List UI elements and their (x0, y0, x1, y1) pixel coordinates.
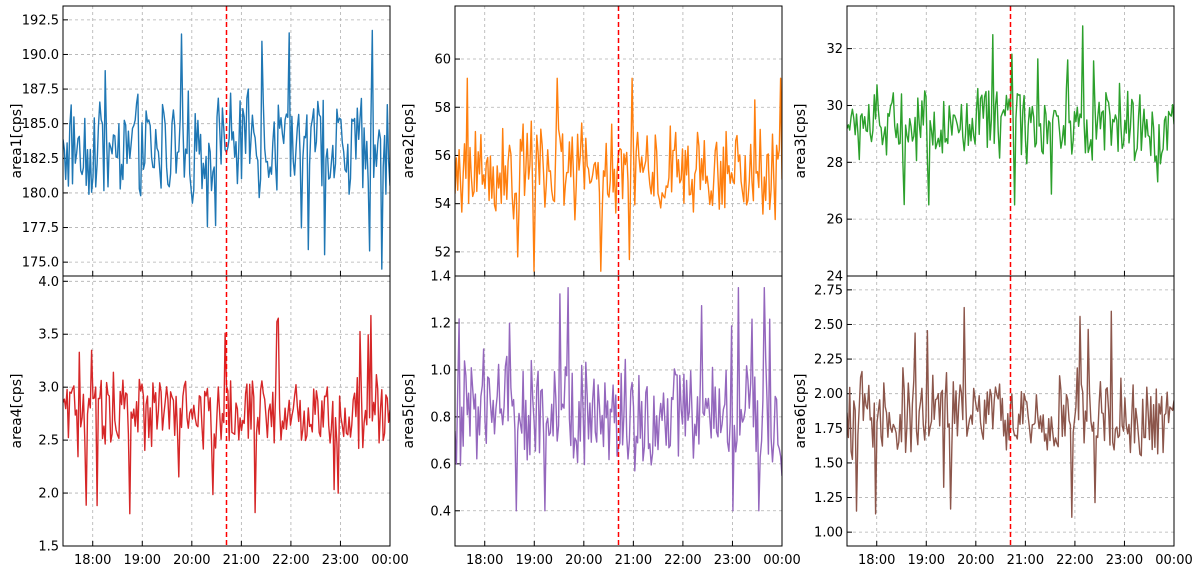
y-tick-label: 1.00 (814, 526, 843, 541)
x-tick-label: 23:00 (1106, 553, 1143, 568)
panel-5: 0.4 0.6 0.8 1.0 1.2 1.4 18:00 19:00 20:00 21:00 22… (401, 270, 801, 569)
y-tick-label: 1.50 (814, 456, 843, 471)
x-tick-label: 00:00 (1155, 553, 1192, 568)
axes-frame (846, 275, 1175, 547)
y-tick-label: 0.6 (430, 457, 451, 472)
y-tick-label: 187.5 (22, 83, 59, 98)
panel-2: 52 54 56 58 60 area2[cps] (401, 5, 783, 277)
x-tick-label: 19:00 (124, 553, 161, 568)
x-tick-label: 20:00 (957, 553, 994, 568)
panel-1: 175.0 177.5 180.0 182.5 185.0 187.5 190.0 192.5… (9, 5, 391, 277)
y-tick-label: 30 (826, 99, 843, 114)
y-tick-label: 2.0 (38, 487, 59, 502)
x-tick-label: 22:00 (272, 553, 309, 568)
x-tick-label: 21:00 (1007, 553, 1044, 568)
y-axis-label: area3[cps] (793, 104, 809, 179)
y-axis-label: area5[cps] (401, 374, 417, 449)
y-tick-label: 2.50 (814, 318, 843, 333)
y-tick-label: 0.4 (430, 504, 451, 519)
y-tick-label: 0.8 (430, 410, 451, 425)
y-tick-label: 192.5 (22, 13, 59, 28)
y-tick-label: 32 (826, 42, 843, 57)
x-tick-label: 20:00 (565, 553, 602, 568)
y-tick-label: 2.5 (38, 434, 59, 449)
y-tick-label: 1.4 (430, 270, 451, 285)
y-tick-label: 24 (826, 270, 843, 285)
x-tick-label: 18:00 (74, 553, 111, 568)
y-axis-label: area4[cps] (9, 374, 25, 449)
y-axis-label: area2[cps] (401, 104, 417, 179)
x-tick-label: 00:00 (763, 553, 800, 568)
x-tick-label: 22:00 (664, 553, 701, 568)
y-tick-label: 2.75 (814, 283, 843, 298)
x-tick-label: 19:00 (908, 553, 945, 568)
x-tick-label: 18:00 (466, 553, 503, 568)
y-tick-label: 4.0 (38, 275, 59, 290)
y-axis-label: area6[cps] (793, 374, 809, 449)
y-tick-label: 2.00 (814, 387, 843, 402)
y-tick-label: 3.5 (38, 328, 59, 343)
y-tick-label: 1.2 (430, 316, 451, 331)
y-tick-label: 2.25 (814, 353, 843, 368)
y-tick-label: 185.0 (22, 117, 59, 132)
x-tick-label: 22:00 (1056, 553, 1093, 568)
panel-3: 24 26 28 30 32 area3[cps] (793, 5, 1175, 285)
y-tick-label: 26 (826, 213, 843, 228)
axes-frame (62, 275, 391, 547)
y-tick-label: 177.5 (22, 221, 59, 236)
y-tick-label: 56 (434, 149, 451, 164)
y-axis-label: area1[cps] (9, 104, 25, 179)
y-tick-label: 182.5 (22, 152, 59, 167)
y-tick-label: 1.0 (430, 363, 451, 378)
y-tick-label: 54 (434, 197, 451, 212)
x-tick-label: 23:00 (714, 553, 751, 568)
y-tick-label: 190.0 (22, 48, 59, 63)
y-tick-label: 175.0 (22, 256, 59, 271)
y-tick-label: 1.25 (814, 491, 843, 506)
y-tick-label: 3.0 (38, 381, 59, 396)
x-tick-label: 19:00 (516, 553, 553, 568)
panel-6: 1.00 1.25 1.50 1.75 2.00 2.25 2.50 2.75 18:00 19:… (793, 275, 1193, 568)
x-tick-label: 21:00 (615, 553, 652, 568)
x-tick-label: 20:00 (173, 553, 210, 568)
x-tick-label: 23:00 (322, 553, 359, 568)
y-tick-label: 180.0 (22, 186, 59, 201)
y-tick-label: 1.75 (814, 422, 843, 437)
x-tick-label: 18:00 (858, 553, 895, 568)
y-tick-label: 60 (434, 53, 451, 68)
y-tick-label: 28 (826, 156, 843, 171)
y-tick-label: 1.5 (38, 540, 59, 555)
panel-4: 1.5 2.0 2.5 3.0 3.5 4.0 18:00 19:00 20:00 21:00 22… (9, 275, 409, 568)
x-tick-label: 00:00 (371, 553, 408, 568)
y-tick-label: 52 (434, 245, 451, 260)
axes-frame (454, 275, 783, 547)
y-tick-label: 58 (434, 101, 451, 116)
x-tick-label: 21:00 (223, 553, 260, 568)
series-line (63, 314, 390, 515)
